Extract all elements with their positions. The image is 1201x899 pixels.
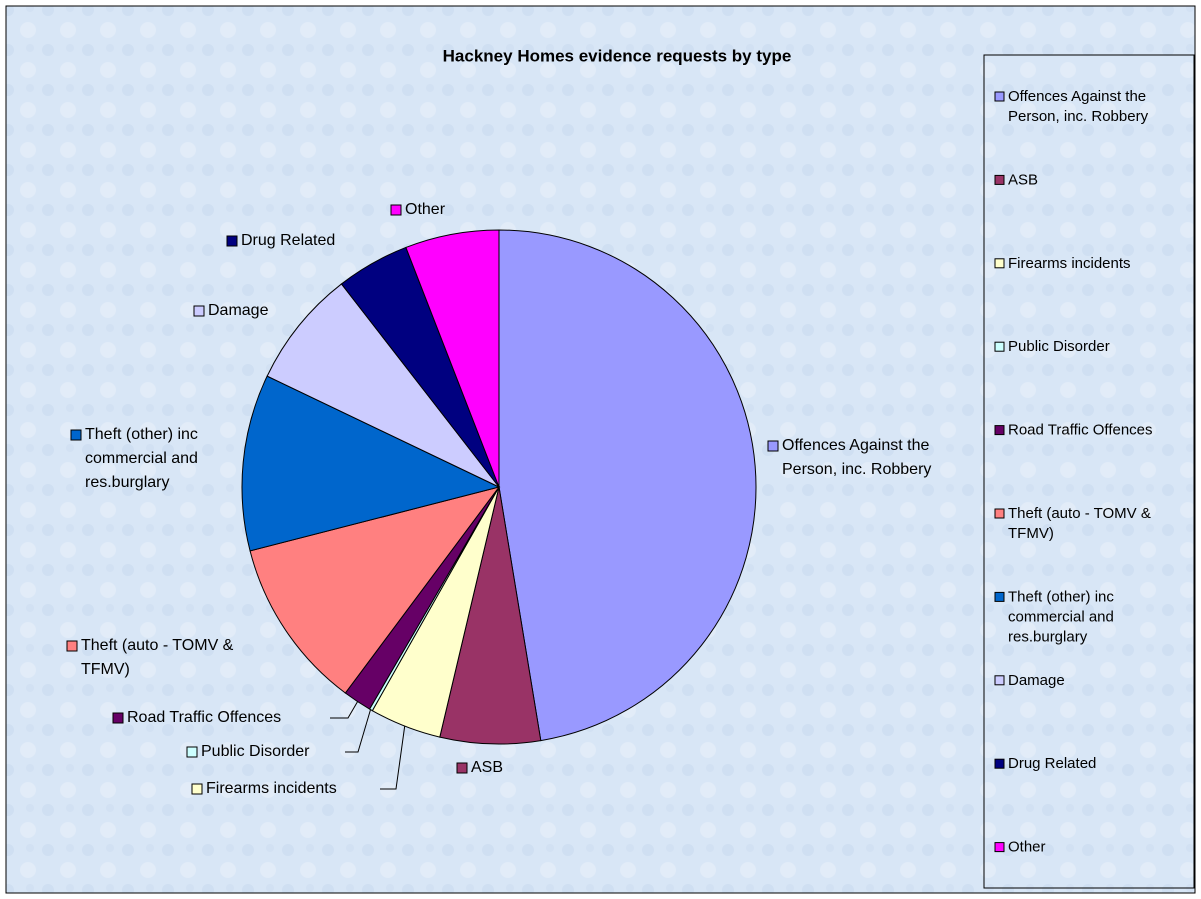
text-line: Firearms incidents xyxy=(206,780,337,797)
text-line: Offences Against the xyxy=(782,437,934,454)
legend-key xyxy=(994,758,1005,769)
legend-box xyxy=(983,54,1195,889)
legend-key xyxy=(994,425,1005,436)
label-key xyxy=(193,305,205,317)
text-line: res.burglary xyxy=(1008,628,1088,645)
text-line: TFMV) xyxy=(81,661,130,678)
text-line: Road Traffic Offences xyxy=(127,709,281,726)
legend-label: Other xyxy=(1008,839,1046,856)
pie-slice xyxy=(241,375,501,552)
data-label: Theft (other) inc commercial and res.bur… xyxy=(85,426,202,491)
leader-line xyxy=(345,707,372,753)
legend-label: Firearms incidents xyxy=(1008,255,1131,272)
data-label: Other xyxy=(405,201,446,218)
label-key xyxy=(186,746,198,758)
text-line: Person, inc. Robbery xyxy=(782,461,931,478)
text-line: Public Disorder xyxy=(201,743,310,760)
text-line: TFMV) xyxy=(1008,525,1054,542)
text-line: ASB xyxy=(1008,171,1038,188)
pie-slice xyxy=(405,229,500,488)
legend-key xyxy=(994,591,1005,602)
text-line: Firearms incidents xyxy=(1008,255,1131,272)
label-key xyxy=(390,204,402,216)
text-line: ASB xyxy=(471,759,503,776)
pie-slice xyxy=(266,283,500,488)
data-label: Firearms incidents xyxy=(206,780,337,797)
text-line: commercial and xyxy=(1008,608,1118,625)
label-key xyxy=(66,640,78,652)
data-label: ASB xyxy=(471,759,503,776)
legend-key xyxy=(994,174,1005,185)
text-line: Other xyxy=(1008,839,1046,856)
data-label: Road Traffic Offences xyxy=(127,709,281,726)
leader-line xyxy=(380,723,406,790)
text-line: Theft (auto - TOMV & xyxy=(1008,505,1155,522)
label-key xyxy=(70,429,82,441)
legend-label: Public Disorder xyxy=(1008,338,1110,355)
chart-title: Hackney Homes evidence requests by type xyxy=(443,46,792,65)
text-line: Road Traffic Offences xyxy=(1008,422,1153,439)
label-key xyxy=(112,712,124,724)
legend-label: Damage xyxy=(1008,672,1065,689)
text-line: commercial and xyxy=(85,450,202,467)
text-line: Damage xyxy=(1008,672,1065,689)
text-line: Person, inc. Robbery xyxy=(1008,108,1149,125)
legend-key xyxy=(994,258,1005,269)
text-line: Theft (auto - TOMV & xyxy=(81,637,238,654)
data-label: Theft (auto - TOMV & TFMV) xyxy=(81,637,238,678)
legend-key xyxy=(994,508,1005,519)
text-line: Damage xyxy=(208,302,269,319)
legend-key xyxy=(994,675,1005,686)
text-line: Theft (other) inc xyxy=(1008,588,1118,605)
text-line: Public Disorder xyxy=(1008,338,1110,355)
text-line: Drug Related xyxy=(241,232,335,249)
data-label: Damage xyxy=(208,302,269,319)
legend-key xyxy=(994,341,1005,352)
pie-slice xyxy=(498,229,757,742)
legend-key xyxy=(994,842,1005,853)
data-label: Drug Related xyxy=(241,232,335,249)
label-key xyxy=(456,762,468,774)
legend-label: Theft (other) inc commercial and res.bur… xyxy=(1008,588,1118,645)
text-line: Offences Against the xyxy=(1008,88,1150,105)
legend-label: Offences Against the Person, inc. Robber… xyxy=(1008,88,1150,125)
text-line: Drug Related xyxy=(1008,755,1096,772)
legend-key xyxy=(994,91,1005,102)
legend-label: Drug Related xyxy=(1008,755,1096,772)
legend-label: Theft (auto - TOMV & TFMV) xyxy=(1008,505,1155,542)
label-key xyxy=(191,783,203,795)
text-line: Theft (other) inc xyxy=(85,426,202,443)
label-key xyxy=(767,440,779,452)
data-label: Offences Against the Person, inc. Robber… xyxy=(782,437,934,478)
pie-slice xyxy=(249,486,501,694)
legend-label: Road Traffic Offences xyxy=(1008,422,1153,439)
text-line: res.burglary xyxy=(85,474,169,491)
data-label: Public Disorder xyxy=(201,743,310,760)
legend-label: ASB xyxy=(1008,171,1038,188)
label-key xyxy=(226,235,238,247)
text-line: Other xyxy=(405,201,446,218)
